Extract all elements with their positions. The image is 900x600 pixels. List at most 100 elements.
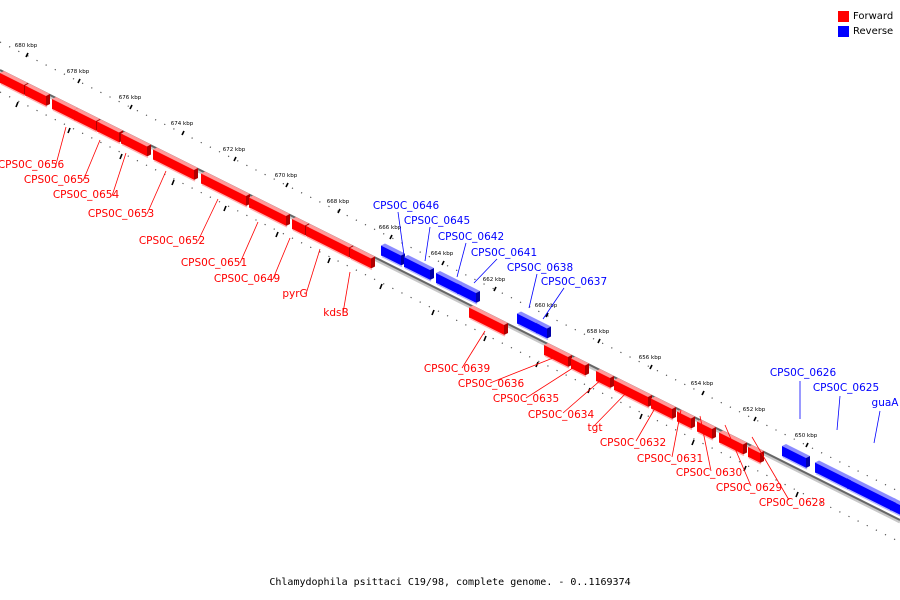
gene-label: CPS0C_0645 bbox=[404, 215, 470, 227]
gene-shadow bbox=[153, 159, 196, 182]
kbp-tick-lower bbox=[67, 127, 71, 134]
gene-end-face bbox=[194, 168, 198, 180]
gene-top-face bbox=[121, 131, 151, 147]
gene-top-face bbox=[517, 311, 540, 323]
kbp-tick-lower bbox=[223, 205, 227, 212]
gene-top-face bbox=[782, 444, 810, 458]
legend-forward: Forward bbox=[838, 9, 893, 24]
gene-top-face bbox=[381, 243, 405, 256]
gene-shadow bbox=[847, 488, 894, 513]
gene-top-face bbox=[25, 83, 50, 96]
forward-gene bbox=[571, 356, 589, 378]
kbp-tick-upper bbox=[597, 338, 601, 344]
kbp-tick-lower bbox=[379, 283, 383, 290]
lower-dotted-line bbox=[0, 91, 900, 543]
gene-front-face bbox=[292, 219, 305, 236]
label-leader-line bbox=[836, 395, 841, 431]
gene-shadow bbox=[306, 236, 351, 260]
gene-front-face bbox=[457, 283, 476, 303]
kbp-tick-label: 678 kbp bbox=[67, 69, 90, 75]
gene-label: CPS0C_0636 bbox=[458, 378, 525, 390]
gene-top-face bbox=[571, 356, 589, 366]
forward-gene bbox=[719, 430, 747, 457]
gene-top-face bbox=[436, 271, 462, 284]
kbp-tick-upper bbox=[25, 52, 29, 58]
kbp-tick-lower bbox=[275, 231, 279, 238]
gene-end-face bbox=[46, 94, 50, 106]
gene-top-face bbox=[847, 476, 896, 501]
forward-gene bbox=[596, 369, 614, 390]
gene-top-face bbox=[457, 281, 480, 293]
gene-label: CPS0C_0646 bbox=[373, 200, 440, 212]
gene-label: pyrG bbox=[282, 288, 307, 300]
gene-shadow bbox=[571, 368, 587, 378]
reverse-swatch bbox=[838, 26, 849, 37]
kbp-tick-label: 662 kbp bbox=[483, 277, 506, 283]
gene-front-face bbox=[153, 149, 194, 180]
gene-end-face bbox=[760, 451, 764, 463]
kbp-tick-lower bbox=[171, 179, 175, 186]
gene-label: CPS0C_0641 bbox=[471, 247, 537, 259]
label-leader-line bbox=[54, 126, 67, 169]
gene-end-face bbox=[430, 268, 434, 280]
gene-label: CPS0C_0631 bbox=[637, 453, 703, 465]
forward-gene bbox=[201, 171, 250, 208]
forward-gene bbox=[74, 108, 100, 133]
label-leader-line bbox=[593, 388, 631, 427]
label-leader-line bbox=[305, 248, 321, 295]
gene-front-face bbox=[25, 85, 46, 106]
gene-label: CPS0C_0656 bbox=[0, 159, 64, 171]
gene-top-face bbox=[74, 108, 100, 121]
forward-gene bbox=[748, 445, 764, 465]
gene-shadow bbox=[890, 510, 900, 517]
gene-front-face bbox=[469, 307, 504, 335]
gene-end-face bbox=[585, 363, 589, 376]
gene-end-face bbox=[504, 323, 508, 335]
genome-caption: Chlamydophila psittaci C19/98, complete … bbox=[269, 577, 631, 588]
gene-labels: CPS0C_0656 CPS0C_0655 CPS0C_0654 CPS0C_0653… bbox=[0, 159, 899, 509]
legend-reverse: Reverse bbox=[838, 24, 893, 39]
label-leader-line bbox=[424, 226, 431, 262]
gene-front-face bbox=[201, 173, 246, 206]
gene-shadow bbox=[201, 183, 248, 208]
kbp-tick-label: 660 kbp bbox=[535, 303, 558, 309]
kbp-tick-upper bbox=[701, 390, 705, 396]
kbp-tick-upper bbox=[181, 130, 185, 136]
gene-shadow bbox=[25, 95, 48, 108]
gene-top-face bbox=[536, 321, 551, 329]
forward-gene bbox=[249, 195, 290, 228]
upper-dotted-line bbox=[0, 41, 900, 493]
gene-end-face bbox=[476, 291, 480, 303]
gene-top-face bbox=[292, 217, 309, 226]
gene-label: CPS0C_0649 bbox=[214, 273, 280, 285]
gene-front-face bbox=[677, 411, 691, 429]
kbp-tick-upper bbox=[337, 208, 341, 214]
gene-top-face bbox=[201, 171, 250, 196]
gene-front-face bbox=[517, 313, 536, 333]
gene-shadow bbox=[719, 442, 745, 457]
kbp-tick-lower bbox=[431, 309, 435, 316]
gene-front-face bbox=[121, 133, 147, 157]
forward-gene bbox=[350, 246, 375, 271]
kbp-tick-label: 672 kbp bbox=[223, 147, 246, 153]
gene-top-face bbox=[469, 305, 508, 325]
gene-label: CPS0C_0625 bbox=[813, 382, 879, 394]
gene-shadow bbox=[0, 83, 26, 97]
kbp-tick-lower bbox=[691, 439, 695, 446]
gene-end-face bbox=[371, 256, 375, 269]
gene-label: CPS0C_0630 bbox=[676, 467, 742, 479]
gene-front-face bbox=[97, 121, 119, 143]
gene-top-face bbox=[97, 119, 123, 133]
label-leader-line bbox=[239, 221, 259, 264]
gene-end-face bbox=[286, 214, 290, 226]
gene-label: CPS0C_0635 bbox=[493, 393, 559, 405]
forward-gene bbox=[121, 131, 151, 159]
forward-gene bbox=[306, 224, 353, 260]
gene-end-face bbox=[743, 442, 747, 455]
gene-end-face bbox=[712, 427, 716, 439]
kbp-tick-label: 668 kbp bbox=[327, 199, 350, 205]
label-leader-line bbox=[873, 410, 881, 444]
kbp-tick-lower bbox=[15, 101, 19, 108]
legend-forward-label: Forward bbox=[853, 11, 894, 22]
label-leader-line bbox=[456, 242, 467, 278]
